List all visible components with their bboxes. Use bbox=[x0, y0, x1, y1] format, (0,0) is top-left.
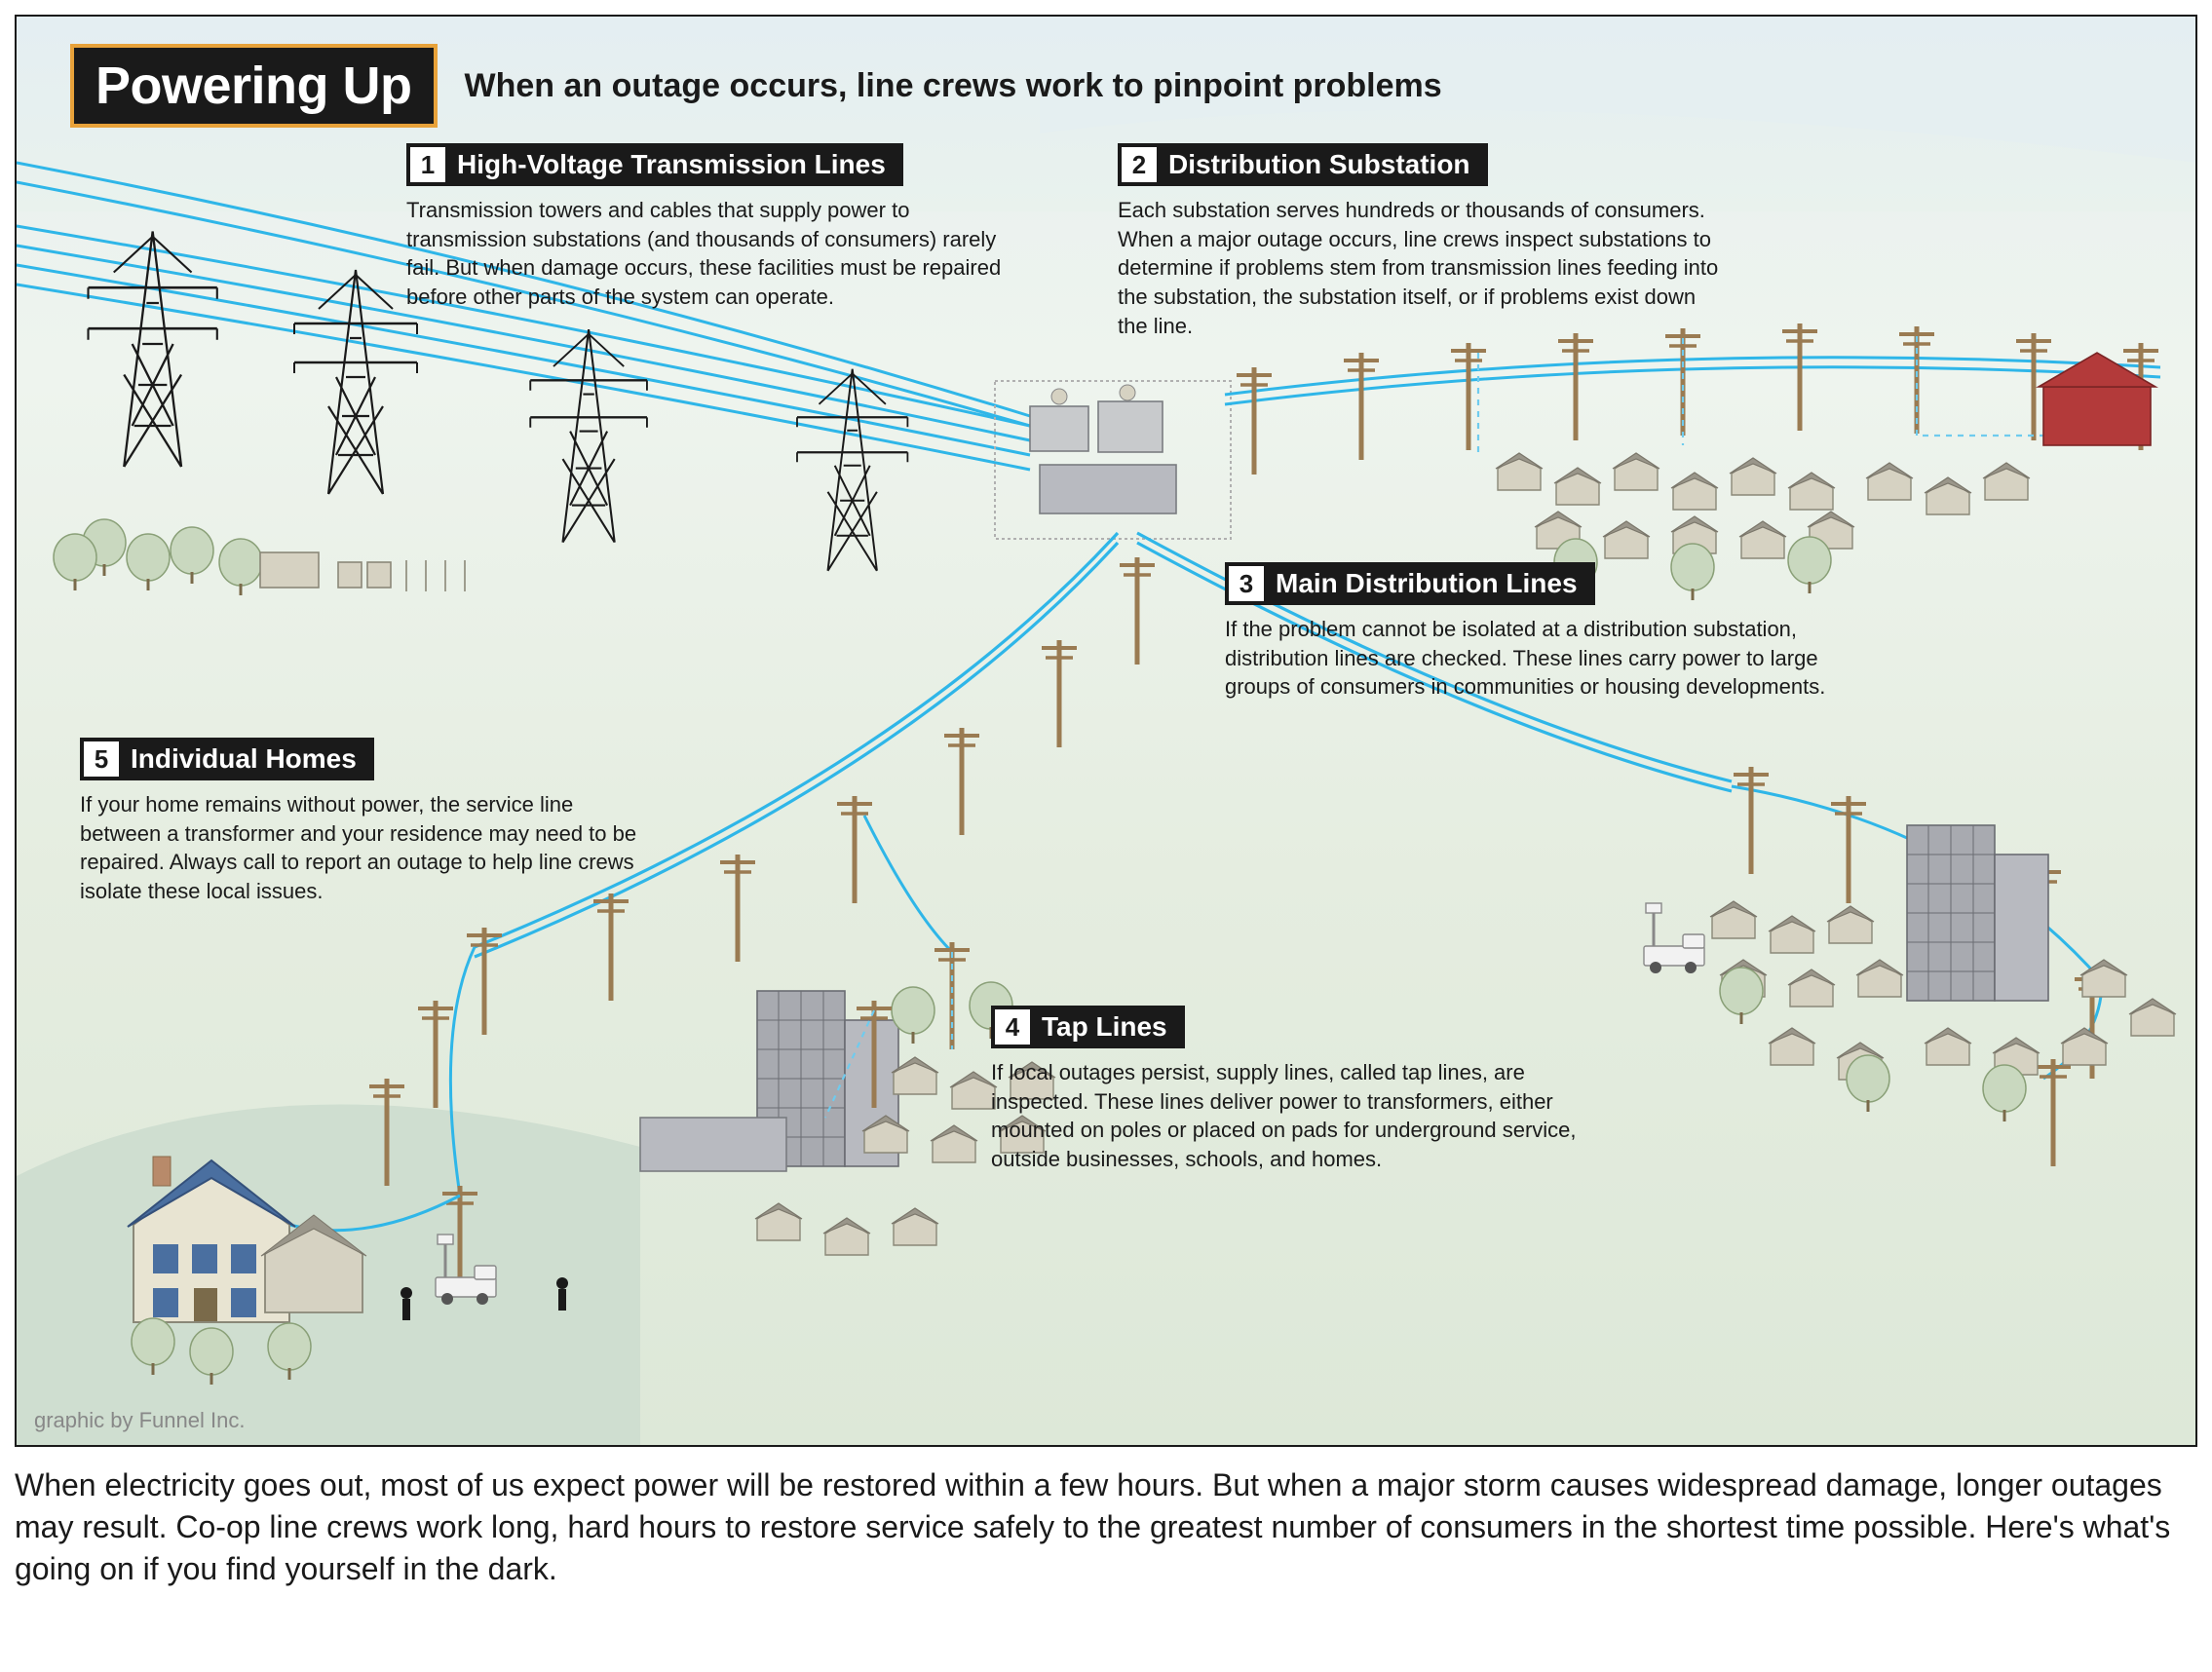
poles-right-mid bbox=[1732, 767, 2110, 1166]
callout-5-num: 5 bbox=[84, 741, 119, 777]
infographic-root: Powering Up When an outage occurs, line … bbox=[0, 15, 2212, 1591]
callout-2-body: Each substation serves hundreds or thous… bbox=[1118, 196, 1722, 340]
callout-1-body: Transmission towers and cables that supp… bbox=[406, 196, 1011, 312]
credit-text: graphic by Funnel Inc. bbox=[34, 1408, 245, 1433]
trees-left bbox=[54, 519, 262, 595]
callout-3-num: 3 bbox=[1229, 566, 1264, 601]
dashed-drops-tr bbox=[1478, 336, 2043, 455]
callout-4-body: If local outages persist, supply lines, … bbox=[991, 1058, 1595, 1174]
callout-1-head: 1 High-Voltage Transmission Lines bbox=[406, 143, 903, 186]
callout-1-num: 1 bbox=[410, 147, 445, 182]
callout-3: 3 Main Distribution Lines If the problem… bbox=[1225, 562, 1829, 702]
callout-2-num: 2 bbox=[1122, 147, 1157, 182]
callout-5-head: 5 Individual Homes bbox=[80, 738, 374, 780]
callout-1-title: High-Voltage Transmission Lines bbox=[449, 143, 903, 186]
callout-3-head: 3 Main Distribution Lines bbox=[1225, 562, 1595, 605]
callout-4-num: 4 bbox=[995, 1009, 1030, 1045]
callout-4-head: 4 Tap Lines bbox=[991, 1006, 1185, 1048]
callout-2-title: Distribution Substation bbox=[1161, 143, 1488, 186]
callout-5-title: Individual Homes bbox=[123, 738, 374, 780]
foreground-hill bbox=[17, 1036, 679, 1445]
callout-3-body: If the problem cannot be isolated at a d… bbox=[1225, 615, 1829, 702]
subtitle: When an outage occurs, line crews work t… bbox=[465, 67, 1442, 105]
bottom-paragraph: When electricity goes out, most of us ex… bbox=[15, 1464, 2197, 1591]
callout-5: 5 Individual Homes If your home remains … bbox=[80, 738, 655, 906]
callout-3-title: Main Distribution Lines bbox=[1268, 562, 1595, 605]
callout-1: 1 High-Voltage Transmission Lines Transm… bbox=[406, 143, 1011, 312]
callout-2: 2 Distribution Substation Each substatio… bbox=[1118, 143, 1722, 340]
poles-top-right bbox=[1225, 323, 2160, 475]
callout-4: 4 Tap Lines If local outages persist, su… bbox=[991, 1006, 1595, 1174]
small-yard bbox=[260, 552, 465, 591]
neighborhood-right bbox=[1644, 825, 2176, 1121]
diagram-canvas: Powering Up When an outage occurs, line … bbox=[15, 15, 2197, 1447]
title-bar: Powering Up When an outage occurs, line … bbox=[70, 44, 1442, 128]
title-badge: Powering Up bbox=[70, 44, 438, 128]
substation bbox=[995, 381, 1231, 539]
callout-2-head: 2 Distribution Substation bbox=[1118, 143, 1488, 186]
callout-4-title: Tap Lines bbox=[1034, 1006, 1185, 1048]
callout-5-body: If your home remains without power, the … bbox=[80, 790, 655, 906]
